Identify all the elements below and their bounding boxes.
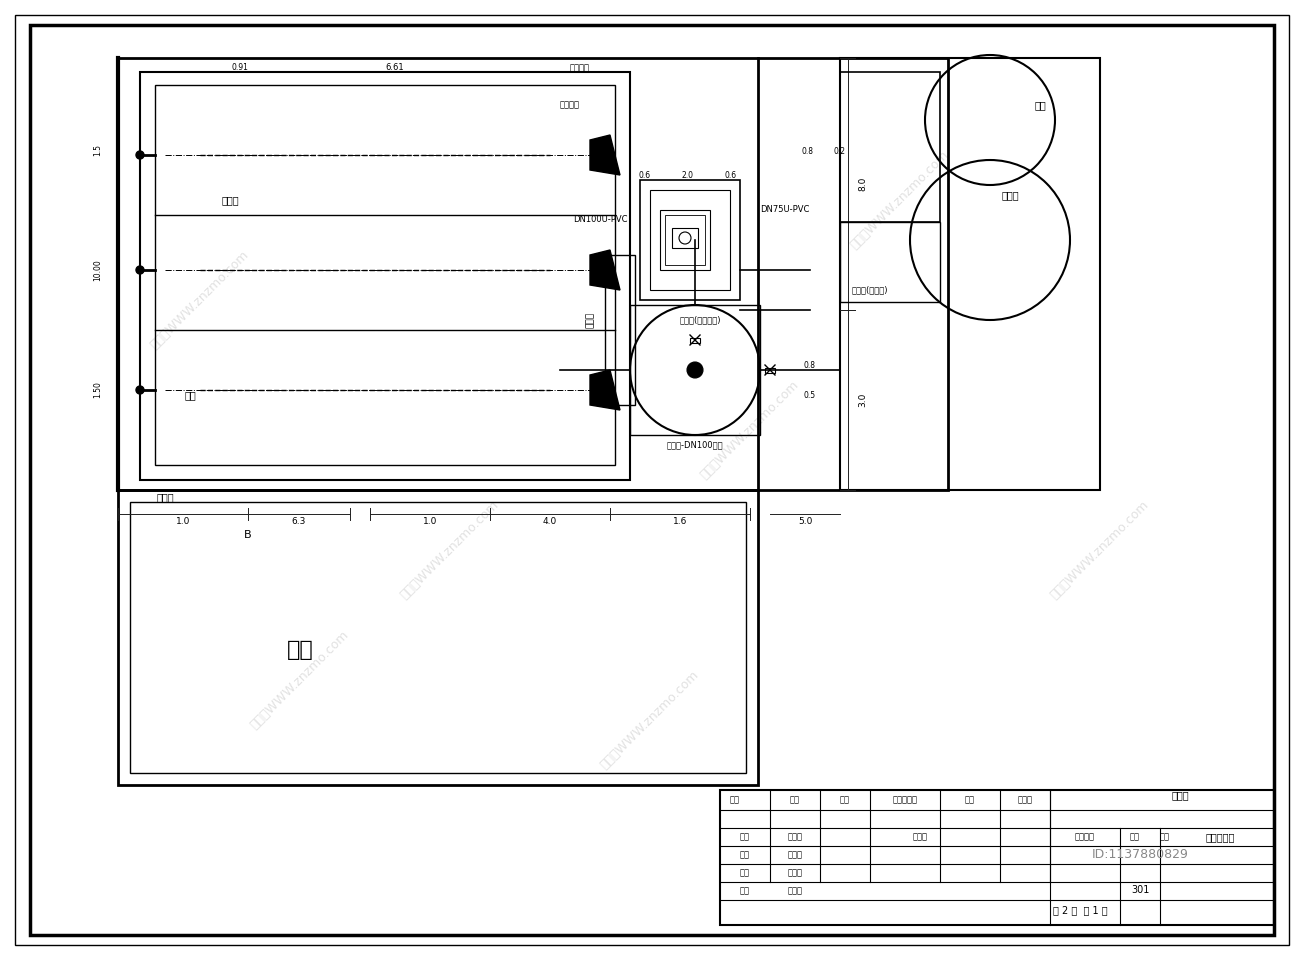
Text: 10.00: 10.00 xyxy=(94,259,103,281)
Text: B: B xyxy=(244,530,252,540)
Text: 知束网WWW.znzmo.com: 知束网WWW.znzmo.com xyxy=(599,668,702,772)
Text: ID:1137880829: ID:1137880829 xyxy=(1091,849,1188,861)
Text: 泥池: 泥池 xyxy=(287,640,313,660)
Text: 更改文件号: 更改文件号 xyxy=(892,796,918,804)
Text: 材料栏: 材料栏 xyxy=(1171,790,1189,800)
Text: 知束网WWW.znzmo.com: 知束网WWW.znzmo.com xyxy=(149,249,252,351)
Bar xyxy=(660,210,709,270)
Bar xyxy=(765,368,775,372)
Text: 设计人: 设计人 xyxy=(788,832,802,842)
Circle shape xyxy=(136,266,143,274)
Polygon shape xyxy=(589,135,619,175)
Circle shape xyxy=(136,386,143,394)
Text: 审核人: 审核人 xyxy=(788,869,802,877)
Text: 2.0: 2.0 xyxy=(682,171,694,180)
Text: 301: 301 xyxy=(1131,885,1149,895)
Bar xyxy=(840,58,1101,490)
Text: DN100U-PVC: DN100U-PVC xyxy=(572,215,627,225)
Text: 0.8: 0.8 xyxy=(802,148,814,156)
Text: 图册标记: 图册标记 xyxy=(1074,832,1095,842)
Bar xyxy=(665,215,705,265)
Bar xyxy=(630,305,760,435)
Text: 0.8: 0.8 xyxy=(805,361,816,370)
Text: 0.6: 0.6 xyxy=(639,171,651,180)
Text: 年月日: 年月日 xyxy=(1017,796,1033,804)
Text: 分区: 分区 xyxy=(840,796,850,804)
Text: 广场地: 广场地 xyxy=(156,492,173,502)
Text: 出水管(高泥池): 出水管(高泥池) xyxy=(852,285,888,295)
Text: 0.6: 0.6 xyxy=(725,171,737,180)
Text: 审核: 审核 xyxy=(739,869,750,877)
Text: 知束网WWW.znzmo.com: 知束网WWW.znzmo.com xyxy=(848,148,952,252)
Text: 知束网WWW.znzmo.com: 知束网WWW.znzmo.com xyxy=(398,498,502,602)
Bar xyxy=(130,502,746,773)
Bar xyxy=(155,85,615,465)
Text: 知束网WWW.znzmo.com: 知束网WWW.znzmo.com xyxy=(1048,498,1151,602)
Text: 污泥: 污泥 xyxy=(184,390,196,400)
Bar xyxy=(117,490,758,785)
Text: 6.3: 6.3 xyxy=(292,517,306,526)
Bar xyxy=(117,58,948,490)
Text: 签名: 签名 xyxy=(965,796,975,804)
Text: 集水池: 集水池 xyxy=(222,195,239,205)
Text: 6.61: 6.61 xyxy=(386,63,404,73)
Text: 处数: 处数 xyxy=(790,796,799,804)
Text: 0.5: 0.5 xyxy=(805,391,816,399)
Text: 1.0: 1.0 xyxy=(176,517,190,526)
Text: 3.0: 3.0 xyxy=(858,393,867,407)
Text: DN75U-PVC: DN75U-PVC xyxy=(760,205,810,214)
Text: 1.50: 1.50 xyxy=(94,381,103,398)
Text: 钢板闸门: 钢板闸门 xyxy=(559,101,580,109)
Text: 0.91: 0.91 xyxy=(232,63,249,73)
Bar xyxy=(672,228,698,248)
Text: 8.0: 8.0 xyxy=(858,177,867,191)
Bar xyxy=(840,72,940,222)
Text: 平面布置图: 平面布置图 xyxy=(1205,832,1235,842)
Polygon shape xyxy=(589,250,619,290)
Circle shape xyxy=(687,362,703,378)
Text: 重量: 重量 xyxy=(1131,832,1140,842)
Bar xyxy=(140,72,630,480)
Text: 反冲池: 反冲池 xyxy=(1001,190,1018,200)
Text: 制图: 制图 xyxy=(739,851,750,859)
Text: 1.0: 1.0 xyxy=(422,517,437,526)
Text: 标记: 标记 xyxy=(730,796,739,804)
Text: 制图人: 制图人 xyxy=(788,851,802,859)
Text: 4.0: 4.0 xyxy=(542,517,557,526)
Text: 共 2 张  第 1 张: 共 2 张 第 1 张 xyxy=(1052,905,1107,915)
Text: 进泥管-DN100钢管: 进泥管-DN100钢管 xyxy=(666,441,724,449)
Text: 钢板闸门: 钢板闸门 xyxy=(570,63,589,73)
Text: 批阅人: 批阅人 xyxy=(788,886,802,896)
Text: 知束网WWW.znzmo.com: 知束网WWW.znzmo.com xyxy=(698,378,802,482)
Text: 设计: 设计 xyxy=(739,832,750,842)
Text: 出水管(高反冲池): 出水管(高反冲池) xyxy=(679,316,721,324)
Bar xyxy=(840,222,940,302)
Text: 0.2: 0.2 xyxy=(835,148,846,156)
Text: 泡池: 泡池 xyxy=(1034,100,1046,110)
Polygon shape xyxy=(589,370,619,410)
Text: 5.0: 5.0 xyxy=(798,517,812,526)
Bar xyxy=(649,190,730,290)
Bar xyxy=(640,180,739,300)
Bar xyxy=(605,255,635,405)
Text: 批阅: 批阅 xyxy=(739,886,750,896)
Text: 比例: 比例 xyxy=(1161,832,1170,842)
Text: 标准化: 标准化 xyxy=(913,832,927,842)
Bar xyxy=(720,790,1274,925)
Text: 知束网WWW.znzmo.com: 知束网WWW.znzmo.com xyxy=(248,628,352,732)
Text: 泥槽槽: 泥槽槽 xyxy=(585,312,595,328)
Circle shape xyxy=(136,151,143,159)
Bar xyxy=(690,338,700,343)
Text: 1.5: 1.5 xyxy=(94,144,103,156)
Text: 1.6: 1.6 xyxy=(673,517,687,526)
